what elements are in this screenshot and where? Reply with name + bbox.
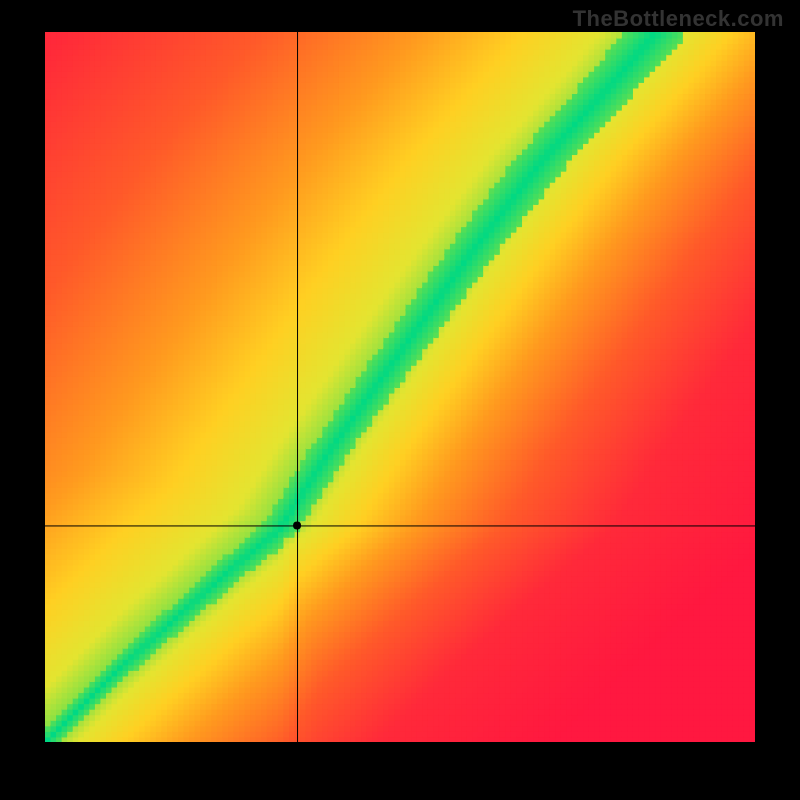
container: TheBottleneck.com [0, 0, 800, 800]
bottleneck-heatmap [45, 32, 755, 742]
watermark-text: TheBottleneck.com [573, 6, 784, 32]
plot-area [45, 32, 755, 742]
